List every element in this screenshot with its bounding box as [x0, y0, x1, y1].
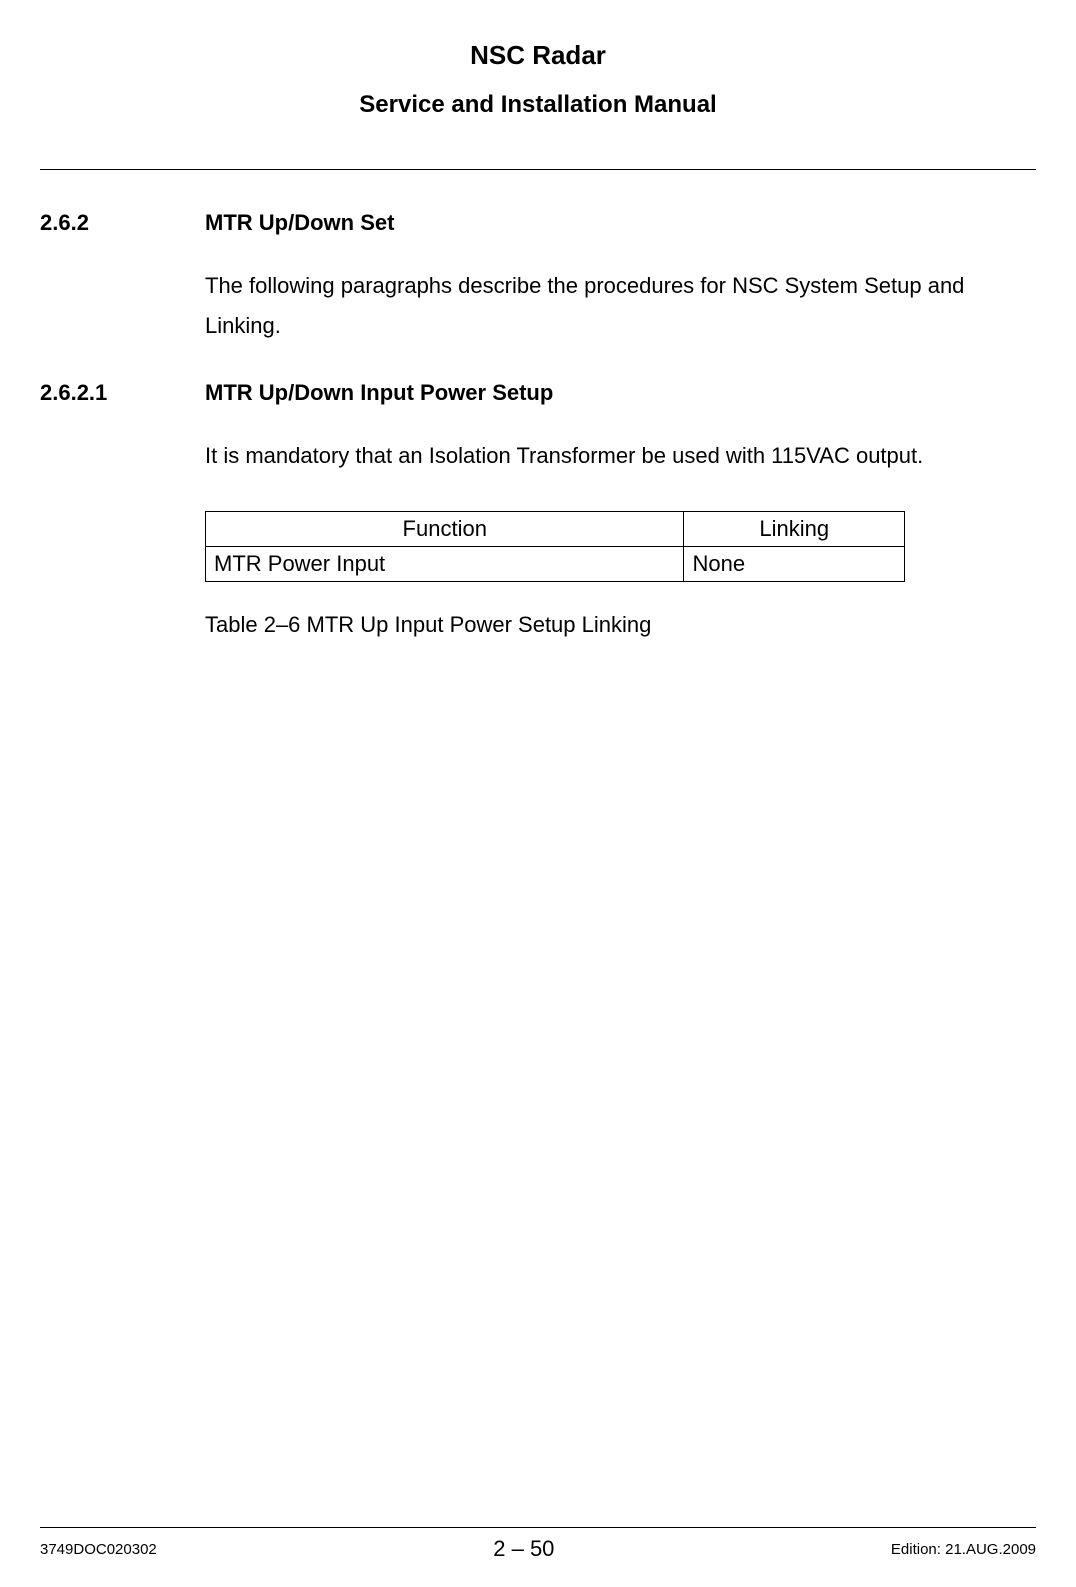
section-heading-2: 2.6.2.1 MTR Up/Down Input Power Setup [40, 380, 1036, 406]
header-title: NSC Radar [40, 40, 1036, 71]
table-caption: Table 2–6 MTR Up Input Power Setup Linki… [205, 612, 1036, 638]
section-title: MTR Up/Down Set [205, 210, 394, 236]
table-container: Function Linking MTR Power Input None [205, 511, 1036, 582]
header-subtitle: Service and Installation Manual [40, 91, 1036, 119]
content-area: 2.6.2 MTR Up/Down Set The following para… [40, 210, 1036, 1527]
section-number: 2.6.2.1 [40, 380, 205, 406]
table-cell: None [684, 546, 905, 581]
header-divider [40, 169, 1036, 170]
linking-table: Function Linking MTR Power Input None [205, 511, 905, 582]
page-container: NSC Radar Service and Installation Manua… [0, 0, 1076, 1587]
section-body: It is mandatory that an Isolation Transf… [205, 436, 1036, 476]
table-header-cell: Linking [684, 511, 905, 546]
footer-doc-id: 3749DOC020302 [40, 1541, 157, 1558]
footer-edition: Edition: 21.AUG.2009 [891, 1541, 1036, 1558]
table-header-cell: Function [206, 511, 684, 546]
page-header: NSC Radar Service and Installation Manua… [40, 40, 1036, 119]
page-footer: 3749DOC020302 2 – 50 Edition: 21.AUG.200… [40, 1527, 1036, 1587]
section-body: The following paragraphs describe the pr… [205, 266, 1036, 345]
table-header-row: Function Linking [206, 511, 905, 546]
section-title: MTR Up/Down Input Power Setup [205, 380, 553, 406]
footer-page-number: 2 – 50 [493, 1536, 554, 1562]
table-row: MTR Power Input None [206, 546, 905, 581]
section-number: 2.6.2 [40, 210, 205, 236]
table-cell: MTR Power Input [206, 546, 684, 581]
section-heading-1: 2.6.2 MTR Up/Down Set [40, 210, 1036, 236]
